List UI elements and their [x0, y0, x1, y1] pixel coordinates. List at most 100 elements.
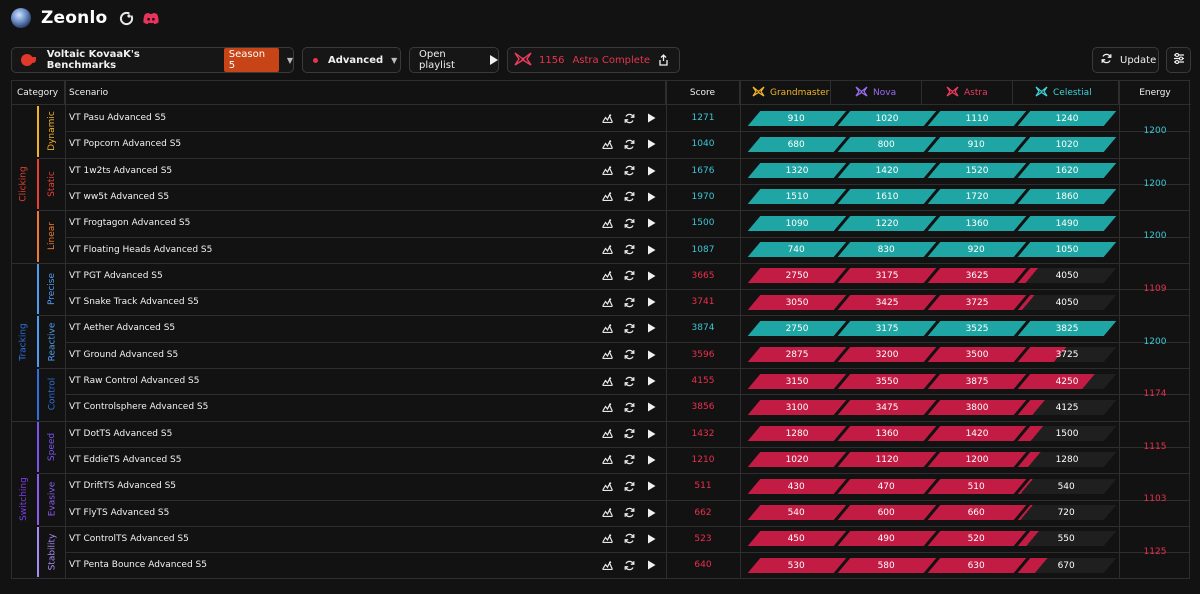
benchmark-selector[interactable]: Voltaic KovaaK's Benchmarks Season 5 ▼	[11, 47, 294, 73]
scenario-name[interactable]: VT Pasu Advanced S5	[69, 113, 167, 123]
discord-icon[interactable]	[143, 12, 159, 25]
stats-icon[interactable]	[596, 403, 618, 412]
refresh-icon[interactable]	[618, 297, 640, 308]
stats-icon[interactable]	[596, 376, 618, 386]
scenario-name[interactable]: VT Frogtagon Advanced S5	[69, 218, 191, 229]
play-icon[interactable]	[640, 429, 662, 439]
play-icon[interactable]	[640, 402, 662, 412]
refresh-icon[interactable]	[618, 533, 640, 544]
play-icon[interactable]	[640, 481, 662, 491]
refresh-icon[interactable]	[618, 218, 640, 229]
stats-icon[interactable]	[596, 508, 618, 517]
play-icon[interactable]	[640, 534, 662, 544]
scenario-name[interactable]: VT Ground Advanced S5	[69, 349, 179, 360]
scenario-name[interactable]: VT 1w2ts Advanced S5	[69, 165, 173, 176]
scenario-name[interactable]: VT Floating Heads Advanced S5	[69, 244, 213, 255]
subcategory-name: Linear	[47, 222, 58, 251]
refresh-icon[interactable]	[618, 481, 640, 492]
update-button[interactable]: Update	[1092, 47, 1159, 73]
open-playlist-button[interactable]: Open playlist	[409, 47, 499, 73]
stats-icon[interactable]	[596, 113, 618, 123]
play-icon[interactable]	[640, 271, 662, 281]
scenario-name[interactable]: VT Controlsphere Advanced S5	[69, 402, 209, 413]
stats-icon[interactable]	[596, 350, 618, 360]
refresh-icon[interactable]	[618, 376, 640, 387]
refresh-icon[interactable]	[618, 507, 640, 518]
rank-threshold-bar: 2875	[747, 347, 847, 363]
refresh-icon[interactable]	[618, 270, 640, 281]
refresh-icon[interactable]	[618, 139, 640, 150]
play-icon[interactable]	[640, 350, 662, 360]
rank-threshold-bar: 540	[1017, 478, 1117, 494]
scenario-name[interactable]: VT ww5t Advanced S5	[69, 191, 170, 202]
stats-icon[interactable]	[596, 560, 618, 570]
rank-threshold-bar: 3425	[837, 294, 937, 310]
row-divider	[39, 315, 1189, 317]
play-icon[interactable]	[640, 376, 662, 386]
play-icon[interactable]	[640, 297, 662, 307]
subcategory-bar	[37, 158, 39, 210]
stats-icon[interactable]	[596, 245, 618, 254]
stats-icon[interactable]	[596, 324, 618, 333]
score-value: 1676	[691, 165, 715, 176]
refresh-icon[interactable]	[618, 349, 640, 360]
play-icon[interactable]	[640, 560, 662, 570]
play-icon[interactable]	[640, 455, 662, 465]
energy-value: 1125	[1143, 547, 1167, 558]
refresh-icon[interactable]	[618, 323, 640, 334]
scenario-name[interactable]: VT Popcorn Advanced S5	[69, 139, 182, 150]
play-icon[interactable]	[640, 192, 662, 202]
rank-threshold-bar: 540	[747, 505, 847, 520]
play-icon[interactable]	[640, 245, 662, 255]
refresh-icon[interactable]	[618, 191, 640, 202]
stats-icon[interactable]	[596, 271, 618, 281]
scenario-name[interactable]: VT Aether Advanced S5	[69, 323, 176, 334]
scenario-actions	[596, 158, 662, 184]
refresh-icon[interactable]	[618, 402, 640, 413]
stats-icon[interactable]	[596, 140, 618, 149]
refresh-icon[interactable]	[618, 165, 640, 176]
play-icon[interactable]	[640, 218, 662, 228]
scenario-name[interactable]: VT DotTS Advanced S5	[69, 428, 173, 439]
stats-icon[interactable]	[596, 455, 618, 465]
refresh-icon[interactable]	[618, 113, 640, 124]
settings-button[interactable]	[1166, 47, 1191, 73]
scenario-name[interactable]: VT ControlTS Advanced S5	[69, 533, 189, 544]
play-icon[interactable]	[640, 323, 662, 333]
stats-icon[interactable]	[596, 192, 618, 202]
stats-icon[interactable]	[596, 534, 618, 544]
scenario-name[interactable]: VT Raw Control Advanced S5	[69, 376, 200, 386]
refresh-icon[interactable]	[618, 244, 640, 255]
sliders-icon	[1173, 52, 1185, 67]
rank-threshold-bar: 3500	[927, 347, 1027, 363]
stats-icon[interactable]	[596, 297, 618, 307]
row-divider	[65, 289, 1189, 291]
scenario-name[interactable]: VT FlyTS Advanced S5	[69, 507, 170, 518]
stats-icon[interactable]	[596, 429, 618, 439]
stats-icon[interactable]	[596, 166, 618, 176]
kovaaks-logo-icon[interactable]	[119, 11, 134, 26]
rank-threshold-bar: 1490	[1017, 215, 1117, 231]
rank-summary[interactable]: 1156 Astra Complete	[507, 47, 680, 73]
refresh-icon[interactable]	[618, 560, 640, 571]
share-icon[interactable]	[658, 54, 669, 66]
difficulty-selector[interactable]: Advanced ▼	[302, 47, 401, 73]
play-icon[interactable]	[640, 166, 662, 176]
scenario-name[interactable]: VT Penta Bounce Advanced S5	[69, 560, 207, 571]
refresh-icon[interactable]	[618, 454, 640, 465]
stats-icon[interactable]	[596, 481, 618, 491]
scenario-name[interactable]: VT Snake Track Advanced S5	[69, 297, 199, 308]
play-icon[interactable]	[640, 139, 662, 149]
scenario-name[interactable]: VT PGT Advanced S5	[69, 270, 163, 281]
refresh-icon	[1101, 53, 1112, 67]
play-icon[interactable]	[640, 508, 662, 518]
stats-icon[interactable]	[596, 218, 618, 228]
rank-threshold-value: 3050	[785, 297, 809, 308]
play-icon[interactable]	[640, 113, 662, 123]
subcategory-bar	[37, 211, 39, 262]
scenario-name[interactable]: VT DriftTS Advanced S5	[69, 481, 177, 492]
rank-threshold-value: 2875	[785, 349, 809, 360]
refresh-icon[interactable]	[618, 428, 640, 439]
scenario-name[interactable]: VT EddieTS Advanced S5	[69, 454, 182, 465]
avatar[interactable]	[11, 8, 31, 28]
